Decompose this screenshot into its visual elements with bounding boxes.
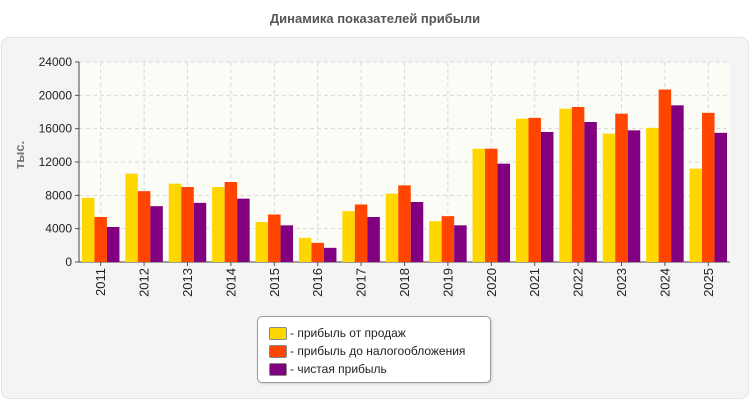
legend-item-net-profit: - чистая прибыль [269, 362, 387, 376]
legend-label-sales-profit: - прибыль от продаж [290, 326, 406, 340]
x-tick-label: 2024 [657, 268, 672, 297]
chart-title: Динамика показателей прибыли [269, 11, 481, 26]
bar-2012-series-1 [125, 173, 138, 262]
x-tick-label: 2018 [397, 268, 412, 297]
bar-2015-series-3 [280, 225, 294, 262]
bar-2021-series-3 [540, 132, 554, 262]
x-tick-label: 2020 [484, 268, 499, 297]
x-tick-label: 2016 [310, 268, 325, 297]
bar-2025-series-3 [714, 132, 728, 262]
bar-2022-series-2 [571, 107, 585, 262]
bar-2018-series-1 [385, 193, 399, 262]
bar-2014-series-1 [212, 187, 225, 262]
bar-2011-series-1 [81, 197, 95, 262]
bar-2022-series-1 [559, 108, 572, 263]
y-tick-label: 16000 [39, 122, 73, 136]
x-tick-label: 2017 [354, 268, 369, 297]
x-tick-label: 2014 [223, 268, 238, 297]
bar-2021-series-1 [515, 118, 529, 263]
bar-2015-series-2 [268, 214, 281, 262]
x-tick-label: 2025 [701, 268, 716, 297]
bar-2019-series-2 [441, 216, 455, 262]
bar-2018-series-3 [410, 202, 424, 262]
bar-2018-series-2 [398, 185, 411, 262]
bar-2019-series-3 [454, 225, 467, 262]
bar-2023-series-1 [602, 133, 616, 262]
y-tick-label: 12000 [39, 155, 73, 169]
x-tick-label: 2019 [440, 268, 455, 297]
x-tick-label: 2015 [267, 268, 282, 297]
x-tick-label: 2023 [614, 268, 629, 297]
y-axis-label: тыс. [12, 141, 27, 169]
legend-item-pretax-profit: - прибыль до налогообложения [269, 344, 465, 358]
bar-2023-series-3 [627, 130, 641, 262]
x-tick-label: 2022 [571, 268, 586, 297]
bar-2014-series-2 [224, 182, 238, 262]
bar-2021-series-2 [528, 117, 541, 262]
bar-2017-series-3 [367, 217, 380, 262]
bar-2014-series-3 [237, 198, 250, 262]
legend-label-pretax-profit: - прибыль до налогообложения [290, 344, 466, 358]
legend-swatch-net-profit [269, 362, 287, 376]
y-tick-label: 24000 [39, 55, 73, 69]
x-tick-label: 2011 [93, 268, 108, 296]
legend-swatch-pretax-profit [269, 344, 287, 358]
y-tick-label: 4000 [45, 222, 72, 236]
bar-2024-series-2 [658, 89, 672, 262]
y-tick-label: 20000 [39, 88, 73, 102]
x-tick-label: 2013 [180, 268, 195, 297]
bar-2016-series-1 [298, 237, 312, 262]
x-tick-label: 2021 [527, 268, 542, 297]
legend-swatch-sales-profit [269, 326, 287, 340]
bar-2013-series-3 [193, 202, 207, 262]
bar-2020-series-1 [472, 148, 486, 262]
bar-2023-series-2 [615, 113, 628, 263]
bar-2015-series-1 [255, 222, 269, 262]
bar-2024-series-1 [646, 127, 659, 262]
bar-2013-series-2 [181, 187, 194, 262]
bar-2011-series-2 [94, 217, 107, 262]
bar-2013-series-1 [168, 183, 182, 262]
bar-2025-series-1 [689, 168, 703, 262]
bar-2012-series-2 [137, 191, 151, 262]
bar-2017-series-2 [354, 204, 368, 262]
legend-item-sales-profit: - прибыль от продаж [269, 326, 406, 340]
y-tick-label: 0 [65, 255, 72, 269]
y-tick-label: 8000 [45, 188, 72, 202]
bar-2020-series-2 [485, 148, 498, 262]
bar-2025-series-2 [702, 112, 715, 262]
bar-2022-series-3 [584, 122, 597, 262]
legend-label-net-profit: - чистая прибыль [290, 362, 387, 376]
bar-2016-series-3 [323, 247, 337, 262]
bar-2017-series-1 [342, 211, 355, 262]
chart-legend: - прибыль от продаж - прибыль до налогоо… [257, 316, 491, 383]
bar-2019-series-1 [429, 221, 442, 262]
bar-2011-series-3 [106, 227, 120, 262]
bar-2012-series-3 [150, 206, 163, 262]
bar-2020-series-3 [497, 163, 511, 262]
bar-2016-series-2 [311, 242, 324, 262]
bar-2024-series-3 [671, 105, 684, 262]
x-tick-label: 2012 [137, 268, 152, 297]
